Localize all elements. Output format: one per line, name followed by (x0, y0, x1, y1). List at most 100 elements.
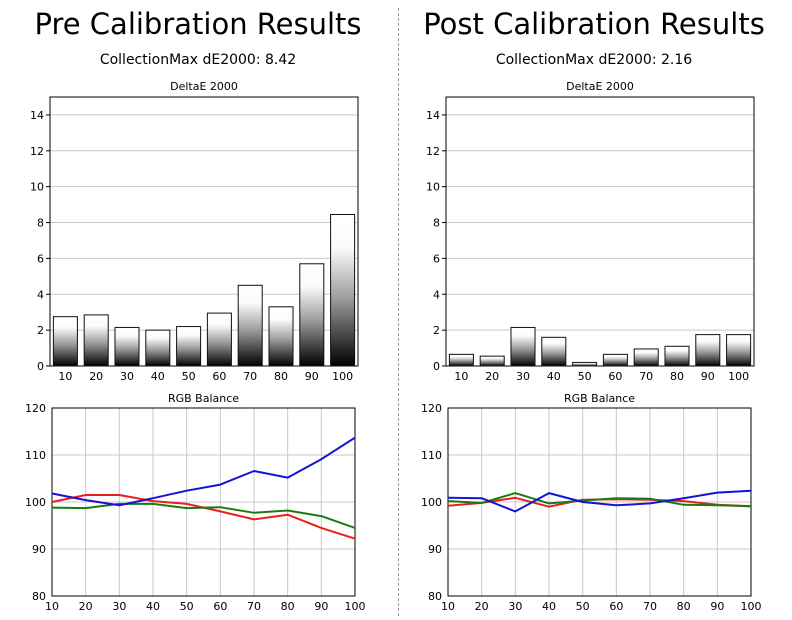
bar (664, 345, 690, 367)
y-tick-label: 2 (433, 324, 440, 337)
pre-deltae-chart: DeltaE 2000 0 2 4 6 8 10 12 14 10 20 30 40 50 60 70 80 90… (30, 80, 359, 383)
x-tick-label: 100 (345, 600, 366, 613)
x-tick-label: 80 (677, 600, 691, 613)
x-tick-label: 80 (670, 370, 684, 383)
bar (695, 334, 721, 367)
bar (114, 326, 140, 367)
x-tick-label: 70 (639, 370, 653, 383)
post-deltae-chart: DeltaE 2000 0 2 4 6 8 10 12 14 10 20 30 40 50 60 70 80 90… (426, 80, 755, 383)
x-tick-label: 80 (281, 600, 295, 613)
x-tick-label: 60 (608, 370, 622, 383)
x-tick-label: 10 (441, 600, 455, 613)
x-tick-label: 50 (182, 370, 196, 383)
x-tick-label: 30 (112, 600, 126, 613)
pre-rgb-balance-chart: RGB Balance 80 90 100 110 120 10 20 30 40 50 60 70 80… (25, 392, 366, 613)
y-tick-label: 100 (25, 496, 46, 509)
x-tick-label: 20 (475, 600, 489, 613)
pre-calibration-panel: Pre Calibration Results CollectionMax dE… (25, 7, 366, 613)
x-tick-label: 40 (146, 600, 160, 613)
x-tick-label: 70 (643, 600, 657, 613)
bar (176, 326, 202, 367)
post-calibration-subtitle: CollectionMax dE2000: 2.16 (495, 52, 693, 68)
chart-title: RGB Balance (168, 392, 239, 405)
x-tick-label: 100 (728, 370, 749, 383)
x-tick-label: 60 (609, 600, 623, 613)
bar (330, 213, 356, 367)
x-tick-label: 20 (89, 370, 103, 383)
x-tick-label: 30 (120, 370, 134, 383)
x-tick-label: 30 (508, 600, 522, 613)
chart-title: DeltaE 2000 (566, 80, 634, 93)
chart-title: DeltaE 2000 (170, 80, 238, 93)
x-tick-label: 40 (547, 370, 561, 383)
x-tick-label: 70 (247, 600, 261, 613)
x-tick-label: 50 (180, 600, 194, 613)
x-tick-label: 100 (741, 600, 762, 613)
bar (726, 334, 752, 367)
y-tick-label: 100 (421, 496, 442, 509)
y-tick-label: 14 (426, 109, 440, 122)
bar (83, 314, 109, 367)
panel-divider (398, 8, 399, 616)
bar (541, 336, 567, 367)
x-tick-label: 20 (485, 370, 499, 383)
x-tick-label: 60 (212, 370, 226, 383)
x-tick-label: 10 (58, 370, 72, 383)
x-tick-label: 80 (274, 370, 288, 383)
x-tick-label: 10 (45, 600, 59, 613)
x-tick-label: 100 (332, 370, 353, 383)
x-tick-label: 30 (516, 370, 530, 383)
bar (299, 263, 325, 367)
y-tick-label: 10 (426, 181, 440, 194)
green-series-line (447, 492, 752, 508)
x-tick-label: 50 (576, 600, 590, 613)
y-tick-label: 8 (433, 217, 440, 230)
bar (268, 306, 294, 367)
y-tick-label: 6 (37, 252, 44, 265)
bar (448, 353, 474, 367)
x-tick-label: 90 (314, 600, 328, 613)
y-tick-label: 4 (433, 288, 440, 301)
y-tick-label: 110 (25, 449, 46, 462)
y-tick-label: 90 (32, 543, 46, 556)
x-tick-label: 60 (213, 600, 227, 613)
plot-frame (49, 96, 359, 367)
x-tick-label: 40 (542, 600, 556, 613)
post-calibration-title: Post Calibration Results (423, 7, 765, 41)
blue-series-line (447, 489, 752, 513)
green-series-line (51, 502, 356, 529)
y-tick-label: 6 (433, 252, 440, 265)
x-tick-label: 70 (243, 370, 257, 383)
bar (479, 355, 505, 367)
y-tick-label: 12 (30, 145, 44, 158)
bar (633, 348, 659, 367)
x-tick-label: 20 (79, 600, 93, 613)
bar (145, 329, 171, 367)
x-tick-label: 10 (454, 370, 468, 383)
y-tick-label: 80 (32, 590, 46, 603)
y-tick-label: 8 (37, 217, 44, 230)
pre-calibration-title: Pre Calibration Results (34, 7, 362, 41)
y-tick-label: 120 (25, 402, 46, 415)
chart-title: RGB Balance (564, 392, 635, 405)
y-tick-label: 90 (428, 543, 442, 556)
post-calibration-panel: Post Calibration Results CollectionMax d… (396, 0, 792, 620)
bar (52, 316, 78, 367)
x-tick-label: 40 (151, 370, 165, 383)
x-tick-label: 90 (710, 600, 724, 613)
y-tick-label: 110 (421, 449, 442, 462)
blue-series-line (51, 436, 356, 507)
bar (602, 353, 628, 367)
y-tick-label: 10 (30, 181, 44, 194)
y-tick-label: 0 (433, 360, 440, 373)
x-tick-label: 90 (305, 370, 319, 383)
y-tick-label: 120 (421, 402, 442, 415)
y-tick-label: 12 (426, 145, 440, 158)
x-tick-label: 50 (578, 370, 592, 383)
y-tick-label: 80 (428, 590, 442, 603)
bar (510, 326, 536, 367)
bar (206, 312, 232, 367)
plot-frame (445, 96, 755, 367)
bar (572, 361, 598, 367)
y-tick-label: 4 (37, 288, 44, 301)
